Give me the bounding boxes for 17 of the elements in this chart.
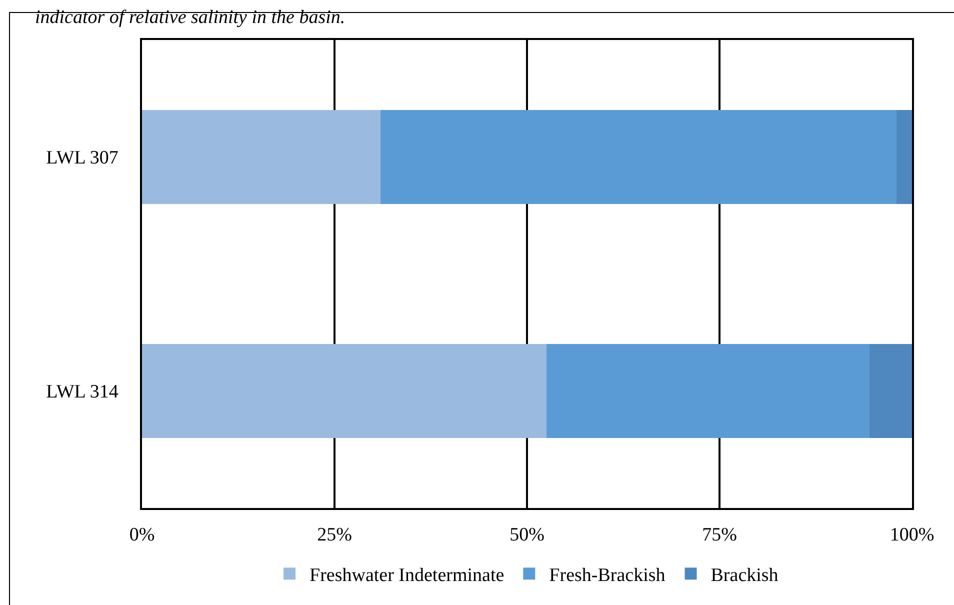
y-tick-label: LWL 307 xyxy=(46,148,118,169)
legend-label: Brackish xyxy=(710,565,779,586)
y-tick-label: LWL 314 xyxy=(46,382,119,403)
x-tick-label: 0% xyxy=(129,524,155,546)
bar xyxy=(142,344,546,438)
bar xyxy=(870,344,912,438)
bar xyxy=(896,110,912,204)
text: indicator of relative salinity in the basin. xyxy=(35,7,346,28)
x-tick-label: 100% xyxy=(890,524,934,546)
legend-label: Freshwater Indeterminate xyxy=(310,565,504,586)
bar xyxy=(380,110,897,204)
bar xyxy=(142,110,381,204)
x-tick-label: 75% xyxy=(702,524,738,546)
bar xyxy=(546,344,870,438)
legend-label: Fresh-Brackish xyxy=(549,565,666,586)
x-tick-label: 25% xyxy=(317,524,352,546)
x-tick-label: 50% xyxy=(510,524,545,546)
